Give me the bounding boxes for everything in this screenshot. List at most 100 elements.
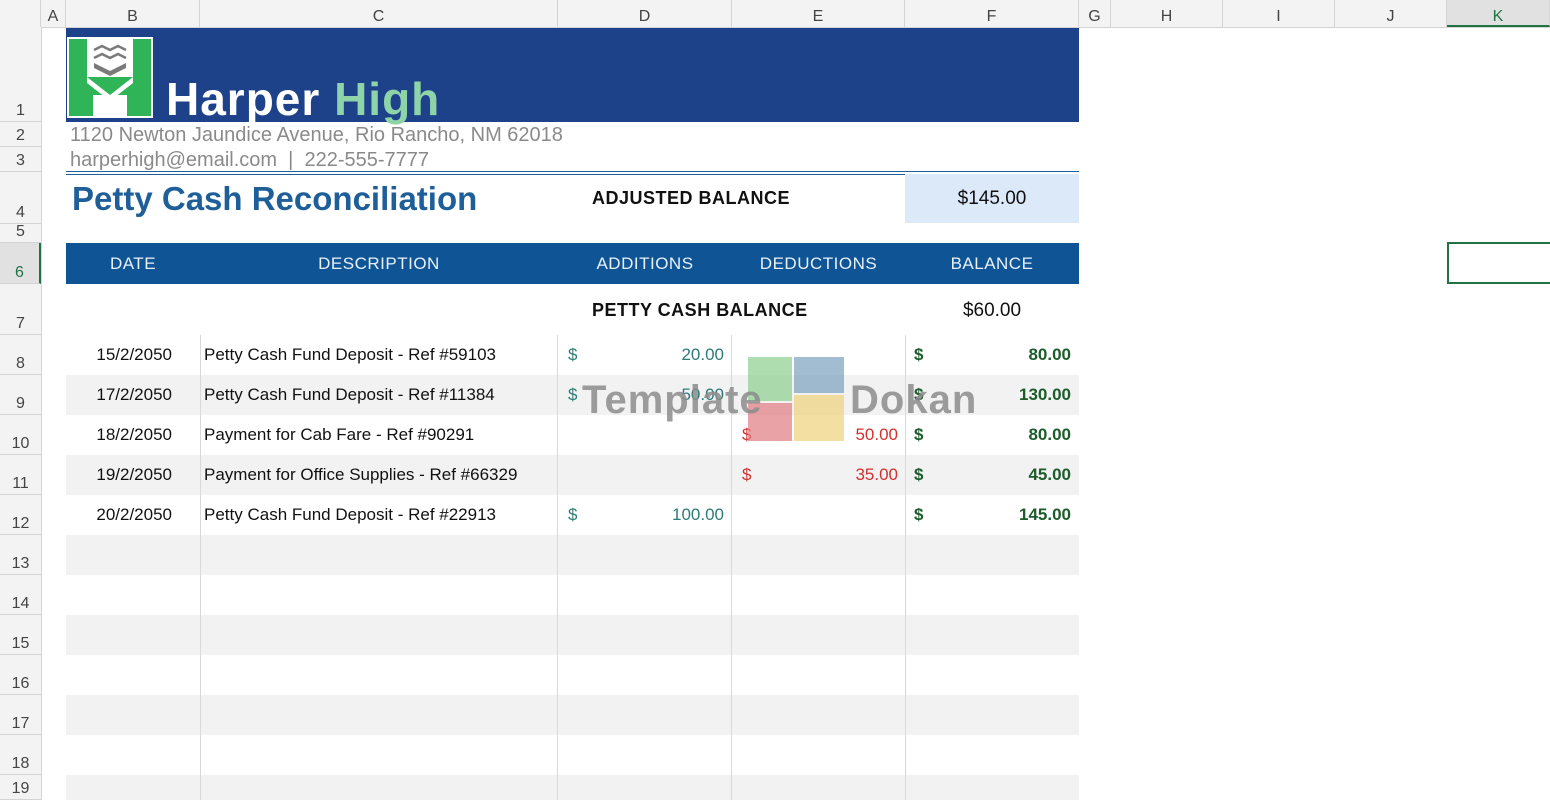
column-header-f[interactable]: F [905,0,1079,27]
watermark-text-left: Template [582,378,763,422]
column-divider [200,335,201,800]
cell-currency: $ [914,465,924,484]
select-all-corner[interactable] [0,0,41,27]
row-header-10[interactable]: 10 [0,415,41,455]
cell-currency: $ [742,425,752,444]
row-header-5[interactable]: 5 [0,223,41,243]
row-header-9[interactable]: 9 [0,375,41,415]
petty-cash-balance-label: PETTY CASH BALANCE [592,300,808,320]
column-header-j[interactable]: J [1335,0,1447,27]
school-banner [66,28,1079,122]
cell-currency: $ [914,425,924,444]
divider-line [66,174,1079,175]
cell-description[interactable]: Petty Cash Fund Deposit - Ref #11384 [204,385,495,404]
cell-description[interactable]: Petty Cash Fund Deposit - Ref #22913 [204,505,496,524]
row-header-13[interactable]: 13 [0,535,41,575]
cell-currency: $ [568,505,578,524]
cell-additions[interactable]: 20.00 [681,345,724,364]
cell-currency: $ [914,505,924,524]
petty-cash-balance-value[interactable]: $60.00 [962,300,1022,321]
school-contact: harperhigh@email.com | 222-555-7777 [70,149,430,171]
column-header-k[interactable]: K [1447,0,1550,27]
row-header-2[interactable]: 2 [0,122,41,147]
column-header-c[interactable]: C [200,0,558,27]
table-row [66,575,1079,615]
table-header [66,243,1079,284]
school-name-part2: High [334,73,441,125]
row-header-16[interactable]: 16 [0,655,41,695]
table-row [66,655,1079,695]
cell-date[interactable]: 17/2/2050 [96,385,172,404]
row-header-6[interactable]: 6 [0,243,41,284]
adjusted-balance-cell[interactable] [905,174,1079,223]
cell-balance[interactable]: 80.00 [1028,345,1071,364]
cell-date[interactable]: 18/2/2050 [96,425,172,444]
column-divider [731,335,732,800]
row-header-14[interactable]: 14 [0,575,41,615]
cell-currency: $ [914,385,924,404]
column-header-d[interactable]: D [558,0,732,27]
row-header-15[interactable]: 15 [0,615,41,655]
header-deductions[interactable]: DEDUCTIONS [759,254,878,273]
cell-balance[interactable]: 80.00 [1028,425,1071,444]
cell-description[interactable]: Payment for Office Supplies - Ref #66329 [204,465,518,484]
cell-date[interactable]: 15/2/2050 [96,345,172,364]
column-header-bar [0,0,1550,28]
row-header-4[interactable]: 4 [0,172,41,224]
adjusted-balance-label: ADJUSTED BALANCE [592,188,791,208]
header-balance[interactable]: BALANCE [950,254,1034,273]
row-header-17[interactable]: 17 [0,695,41,735]
header-additions[interactable]: ADDITIONS [596,254,694,273]
divider-line [66,171,1079,172]
cell-description[interactable]: Payment for Cab Fare - Ref #90291 [204,425,475,444]
table-row [66,775,1079,800]
header-description[interactable]: DESCRIPTION [318,254,440,273]
row-header-18[interactable]: 18 [0,735,41,775]
row-header-3[interactable]: 3 [0,147,41,172]
cell-date[interactable]: 20/2/2050 [96,505,172,524]
table-row [66,695,1079,735]
row-header-bar [0,27,42,800]
table-row [66,455,1079,495]
cell-balance[interactable]: 145.00 [1019,505,1071,524]
cell-additions[interactable]: 50.00 [681,385,724,404]
row-header-7[interactable]: 7 [0,284,41,335]
cell-currency: $ [742,465,752,484]
row-header-8[interactable]: 8 [0,335,41,375]
cell-description[interactable]: Petty Cash Fund Deposit - Ref #59103 [204,345,496,364]
page-title: Petty Cash Reconciliation [72,180,478,217]
cell-balance[interactable]: 45.00 [1028,465,1071,484]
selected-cell[interactable] [1447,242,1550,284]
column-divider [557,335,558,800]
column-header-b[interactable]: B [66,0,200,27]
column-header-e[interactable]: E [732,0,905,27]
school-name: Harper High [166,72,440,126]
watermark-text-right: Dokan [850,378,978,422]
cell-deductions[interactable]: 35.00 [855,465,898,484]
column-header-a[interactable]: A [41,0,66,27]
cell-currency: $ [568,345,578,364]
watermark-logo [580,355,970,445]
row-header-11[interactable]: 11 [0,455,41,495]
adjusted-balance-value: $145.00 [957,188,1027,209]
column-header-h[interactable]: H [1111,0,1223,27]
row-header-1[interactable]: 1 [0,27,41,122]
cell-balance[interactable]: 130.00 [1019,385,1071,404]
school-address: 1120 Newton Jaundice Avenue, Rio Rancho,… [70,124,563,146]
row-header-19[interactable]: 19 [0,775,41,800]
table-row [66,615,1079,655]
school-logo [67,37,153,118]
column-header-g[interactable]: G [1079,0,1111,27]
column-header-i[interactable]: I [1223,0,1335,27]
cell-date[interactable]: 19/2/2050 [96,465,172,484]
cell-currency: $ [914,345,924,364]
cell-deductions[interactable]: 50.00 [855,425,898,444]
table-row [66,375,1079,415]
header-date[interactable]: DATE [109,254,157,273]
cell-additions[interactable]: 100.00 [672,505,724,524]
row-header-12[interactable]: 12 [0,495,41,535]
cell-currency: $ [568,385,578,404]
table-row [66,535,1079,575]
school-name-part1: Harper [166,73,321,125]
column-divider [905,335,906,800]
